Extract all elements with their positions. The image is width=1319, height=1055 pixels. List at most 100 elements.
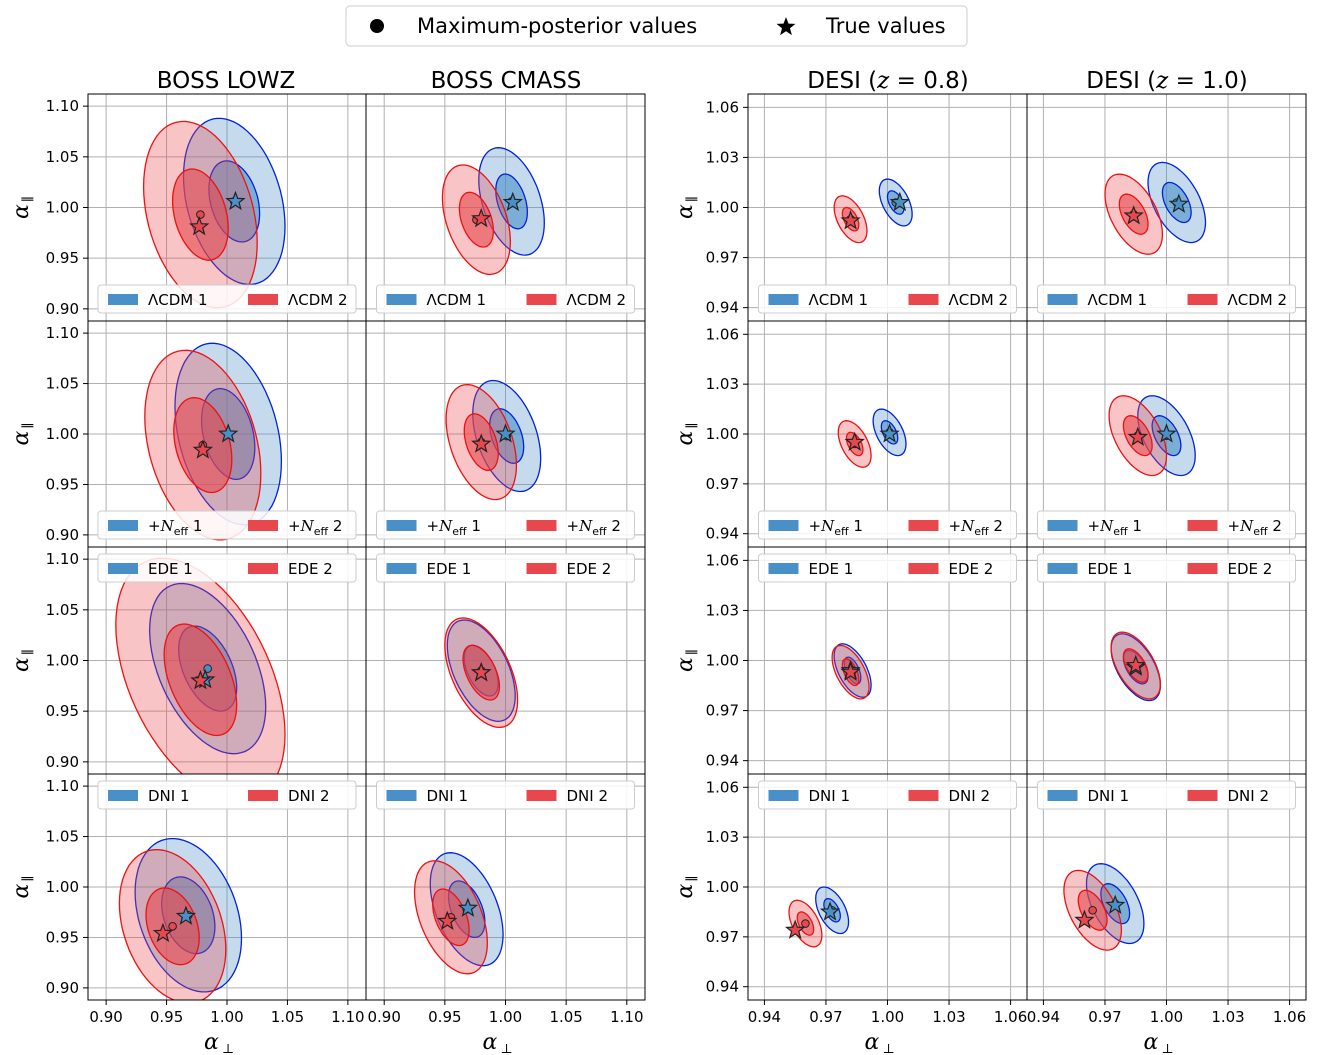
y-tick-label: 0.90 — [46, 753, 79, 771]
legend-swatch-model-1 — [386, 790, 417, 801]
legend-label-model-2: +Neff 2 — [288, 517, 342, 538]
panel-legend-frame — [1037, 510, 1296, 540]
legend-swatch-model-2 — [1187, 563, 1218, 574]
x-tick-label: 1.03 — [1211, 1008, 1244, 1026]
contours — [837, 408, 907, 468]
legend-label-model-1: +Neff 1 — [809, 517, 863, 538]
y-axis-label-row-3-1: α∥ — [673, 876, 700, 899]
contours — [444, 617, 519, 729]
contours — [142, 117, 286, 309]
contours — [441, 147, 545, 276]
panel-legend-frame — [376, 510, 635, 540]
model-2-true-value-star — [152, 922, 174, 943]
x-axis-label-col-2: α ⊥ — [864, 1030, 894, 1055]
legend-label-model-1: +Neff 1 — [427, 517, 481, 538]
y-tick-label: 0.94 — [706, 525, 739, 543]
panel-r3-c1: 0.90 0.95 1.00 1.05 1.10 DNI 1 DNI 2 — [365, 773, 646, 1026]
legend-swatch-model-1 — [1047, 294, 1078, 305]
legend-label-model-1: EDE 1 — [427, 560, 472, 578]
legend-swatch-model-2 — [908, 520, 939, 531]
legend-swatch-model-2 — [1187, 520, 1218, 531]
panel-legend-frame — [758, 510, 1017, 540]
x-axis-label-col-1: α ⊥ — [482, 1030, 512, 1055]
y-tick-label: 0.97 — [706, 702, 739, 720]
panel-r3-c2: 0.94 0.97 1.00 1.03 1.06 0.94 0.97 1.00 1.03 1.06… — [706, 773, 1028, 1026]
y-tick-label: 1.10 — [46, 777, 79, 795]
contours — [1104, 161, 1207, 255]
x-tick-label: 0.95 — [150, 1008, 183, 1026]
model-2-true-value-star — [190, 670, 211, 690]
panel-legend: +Neff 1 +Neff 2 — [758, 510, 1017, 540]
y-tick-label: 1.10 — [46, 550, 79, 568]
model-1-true-value-star — [218, 423, 239, 443]
legend-label-model-2: +Neff 2 — [1228, 517, 1282, 538]
y-tick-label: 0.95 — [46, 928, 79, 946]
legend-label-model-1: DNI 1 — [427, 787, 469, 805]
legend-swatch-model-1 — [1047, 520, 1078, 531]
legend-swatch-model-2 — [908, 790, 939, 801]
model-2-true-value-star — [192, 439, 214, 459]
legend-swatch-model-2 — [908, 563, 939, 574]
y-tick-label: 0.90 — [46, 300, 79, 318]
legend-label-model-2: EDE 2 — [1228, 560, 1273, 578]
x-tick-label: 1.06 — [1273, 1008, 1306, 1026]
legend-swatch-model-2 — [526, 563, 557, 574]
panel-r2-c0: 0.90 0.95 1.00 1.05 1.10 EDE 1 EDE 2 — [46, 546, 367, 775]
model-2-true-value-star — [471, 207, 492, 228]
model-1-true-value-star — [1168, 193, 1189, 213]
y-tick-label: 1.06 — [706, 98, 739, 116]
contours — [413, 852, 504, 975]
panel-r2-c3: EDE 1 EDE 2 — [1026, 546, 1307, 775]
panel-r0-c0: 0.90 0.95 1.00 1.05 1.10 ΛCDM 1 ΛCDM 2 — [46, 93, 367, 322]
model-2-true-value-star — [437, 910, 458, 930]
x-axis-label-col-3: α ⊥ — [1143, 1030, 1173, 1055]
model-2-true-value-star — [844, 431, 865, 451]
x-tick-label: 0.90 — [367, 1008, 400, 1026]
model-1-true-value-star — [819, 901, 841, 921]
panel-r0-c2: 0.94 0.97 1.00 1.03 1.06 ΛCDM 1 ΛCDM 2 — [706, 93, 1028, 322]
y-axis-label-row-3-0: α∥ — [9, 876, 36, 899]
panel-legend-frame — [1037, 553, 1296, 583]
y-tick-label: 0.95 — [46, 249, 79, 267]
y-axis-label-row-1-1: α∥ — [673, 423, 700, 446]
model-1-true-value-star — [225, 190, 246, 211]
panel-legend: DNI 1 DNI 2 — [376, 780, 635, 810]
panel-legend: DNI 1 DNI 2 — [758, 780, 1017, 810]
model-2-max-posterior-point — [196, 210, 205, 219]
model-1-true-value-star — [457, 897, 479, 917]
legend-swatch-model-2 — [248, 790, 278, 801]
panel-legend: DNI 1 DNI 2 — [97, 780, 357, 810]
panel-legend-frame — [1037, 780, 1296, 810]
legend-swatch-model-1 — [108, 563, 138, 574]
column-title-desi-z10: DESI (z = 1.0) — [1086, 68, 1248, 94]
panel-r3-c3: 0.94 0.97 1.00 1.03 1.06 DNI 1 DNI 2 — [1026, 773, 1307, 1026]
x-tick-label: 0.97 — [1088, 1008, 1121, 1026]
model-2-max-posterior-point — [801, 919, 810, 928]
model-1-true-value-star — [502, 191, 523, 212]
y-tick-label: 1.05 — [46, 148, 79, 166]
legend-label-model-1: ΛCDM 1 — [1088, 291, 1148, 309]
model-1-true-value-star — [1105, 894, 1126, 914]
x-tick-label: 0.97 — [809, 1008, 842, 1026]
panel-legend-frame — [376, 284, 635, 314]
contours — [1108, 395, 1196, 477]
legend-swatch-model-2 — [1187, 790, 1218, 801]
model-2-true-value-star — [1123, 205, 1144, 225]
legend-label-model-2: DNI 2 — [949, 787, 991, 805]
legend-label-model-2: DNI 2 — [288, 787, 330, 805]
x-tick-label: 1.00 — [871, 1008, 904, 1026]
x-tick-label: 1.00 — [210, 1008, 243, 1026]
model-1-true-value-star — [495, 423, 516, 443]
legend-label-model-1: ΛCDM 1 — [148, 291, 208, 309]
legend-swatch-model-1 — [108, 790, 138, 801]
model-2-true-value-star — [1074, 909, 1095, 929]
model-2-true-value-star — [1127, 426, 1148, 446]
panel-r1-c1: +Neff 1 +Neff 2 — [365, 320, 646, 548]
model-2-max-posterior-point — [1088, 905, 1097, 915]
contours — [115, 557, 286, 774]
model-1-true-value-star — [889, 191, 910, 212]
legend-swatch-model-2 — [908, 294, 939, 305]
panel-legend: DNI 1 DNI 2 — [1037, 780, 1296, 810]
model-2-true-value-star — [471, 661, 492, 682]
panel-legend: +Neff 1 +Neff 2 — [376, 510, 635, 540]
